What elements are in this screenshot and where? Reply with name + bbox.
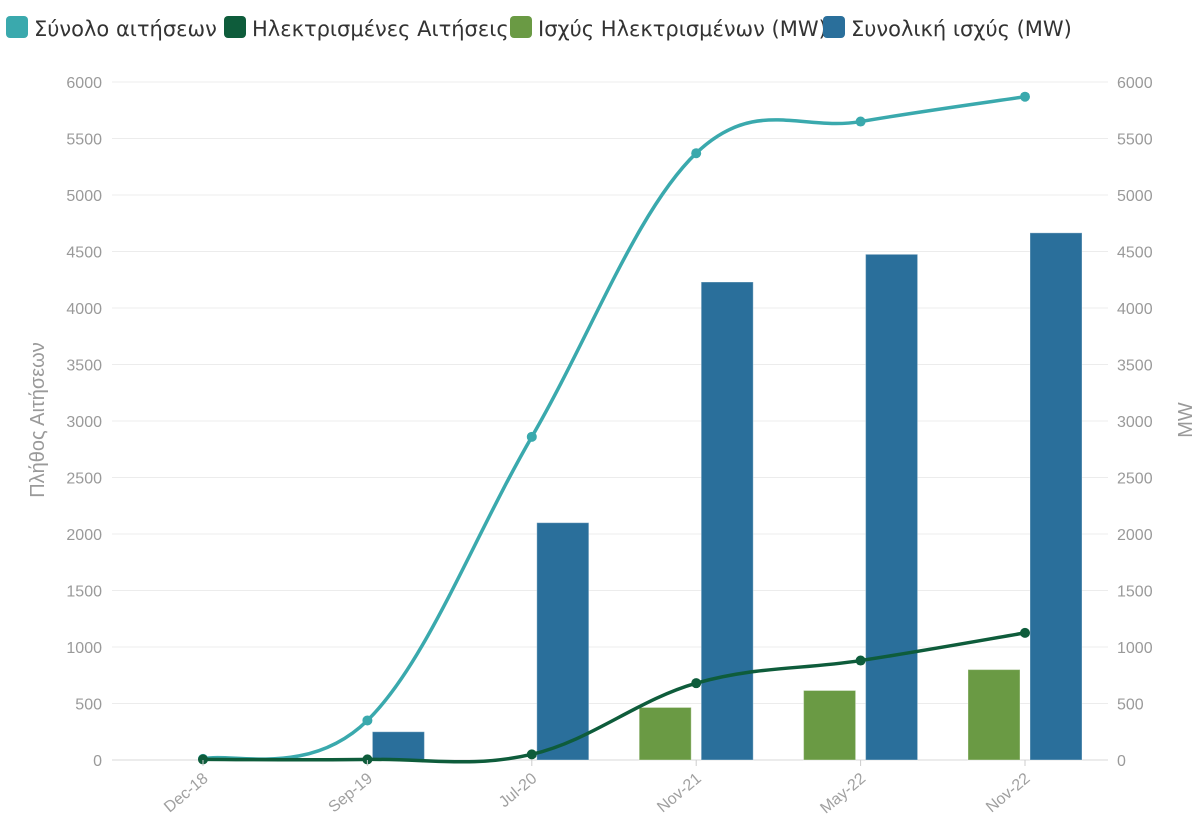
y2-tick-label: 5500 — [1117, 132, 1153, 149]
y-tick-label: 3000 — [66, 414, 102, 431]
y-tick-label: 2500 — [66, 471, 102, 488]
bar-series — [371, 232, 1083, 761]
y-tick-label: 6000 — [66, 75, 102, 92]
legend-swatch-2 — [224, 16, 246, 38]
legend-label-4: Συνολική ισχύς (MW) — [851, 17, 1072, 41]
y2-tick-label: 3000 — [1117, 414, 1153, 431]
y-tick-label: 1500 — [66, 584, 102, 601]
legend-item-4: Συνολική ισχύς (MW) — [823, 16, 1072, 41]
bar-2-Nov-21 — [700, 281, 754, 761]
bar-1-Nov-22 — [967, 669, 1021, 761]
y2-tick-label: 3500 — [1117, 358, 1153, 375]
y-tick-label: 5000 — [66, 188, 102, 205]
x-axis: Dec-18 Sep-19 Jul-20 Nov-21 May-22 Nov-22 — [161, 760, 1034, 817]
x-tick-label: May-22 — [817, 770, 869, 817]
y-tick-label: 4000 — [66, 301, 102, 318]
line-series — [198, 91, 1030, 765]
point-2-May-22 — [855, 655, 866, 666]
y-tick-label: 500 — [75, 697, 102, 714]
y2-tick-label: 4500 — [1117, 245, 1153, 262]
point-2-Nov-21 — [691, 678, 702, 689]
x-tick-label: Jul-20 — [496, 770, 540, 811]
y-tick-label: 3500 — [66, 358, 102, 375]
legend-label-2: Ηλεκτρισμένες Αιτήσεις — [252, 17, 509, 41]
y-axis-right: 0 500 1000 1500 2000 2500 3000 3500 4000 4500 5000… — [1117, 75, 1153, 770]
legend: Σύνολο αιτήσεων Ηλεκτρισμένες Αιτήσεις Ισχ… — [6, 16, 1072, 41]
y-tick-label: 4500 — [66, 245, 102, 262]
point-1-Nov-22 — [1020, 91, 1030, 102]
y-tick-label: 5500 — [66, 132, 102, 149]
y2-tick-label: 1000 — [1117, 640, 1153, 657]
y2-tick-label: 500 — [1117, 697, 1144, 714]
y2-tick-label: 5000 — [1117, 188, 1153, 205]
point-1-Jul-20 — [526, 431, 537, 442]
gridlines — [112, 81, 1108, 761]
bar-2-Jul-20 — [536, 522, 590, 761]
y2-tick-label: 0 — [1117, 753, 1126, 770]
x-tick-label: Nov-22 — [983, 770, 1034, 816]
y2-tick-label: 2000 — [1117, 527, 1153, 544]
y2-tick-label: 6000 — [1117, 75, 1153, 92]
y-tick-label: 1000 — [66, 640, 102, 657]
y2-axis-title: MW — [1175, 402, 1197, 438]
legend-swatch-1 — [6, 16, 28, 38]
y-axis-title: Πλήθος Αιτήσεων — [27, 342, 49, 498]
point-2-Sep-19 — [362, 754, 373, 765]
legend-item-1: Σύνολο αιτήσεων — [6, 16, 217, 41]
bar-2-May-22 — [865, 253, 919, 761]
point-1-Sep-19 — [362, 715, 373, 726]
y2-tick-label: 2500 — [1117, 471, 1153, 488]
x-tick-label: Nov-21 — [654, 770, 705, 816]
legend-label-3: Ισχύς Ηλεκτρισμένων (MW) — [538, 17, 827, 41]
y-axis-left: 0 500 1000 1500 2000 2500 3000 3500 4000 4500 5000… — [66, 75, 102, 770]
x-tick-label: Sep-19 — [326, 770, 377, 816]
point-2-Nov-22 — [1020, 627, 1030, 638]
legend-item-3: Ισχύς Ηλεκτρισμένων (MW) — [510, 16, 827, 41]
line-2 — [202, 631, 1026, 764]
legend-swatch-3 — [510, 16, 532, 38]
bar-2-Nov-22 — [1029, 232, 1083, 761]
legend-swatch-4 — [823, 16, 845, 38]
bar-2-Sep-19 — [371, 731, 425, 761]
y2-tick-label: 1500 — [1117, 584, 1153, 601]
y2-tick-label: 4000 — [1117, 301, 1153, 318]
point-1-May-22 — [855, 116, 866, 127]
bar-1-Nov-21 — [638, 706, 692, 761]
point-2-Dec-18 — [198, 754, 208, 765]
y-tick-label: 0 — [93, 753, 102, 770]
x-tick-label: Dec-18 — [161, 770, 212, 816]
legend-label-1: Σύνολο αιτήσεων — [34, 17, 217, 41]
bar-1-May-22 — [803, 690, 857, 761]
y-tick-label: 2000 — [66, 527, 102, 544]
point-2-Jul-20 — [526, 749, 537, 760]
legend-item-2: Ηλεκτρισμένες Αιτήσεις — [224, 16, 509, 41]
point-1-Nov-21 — [691, 148, 702, 159]
